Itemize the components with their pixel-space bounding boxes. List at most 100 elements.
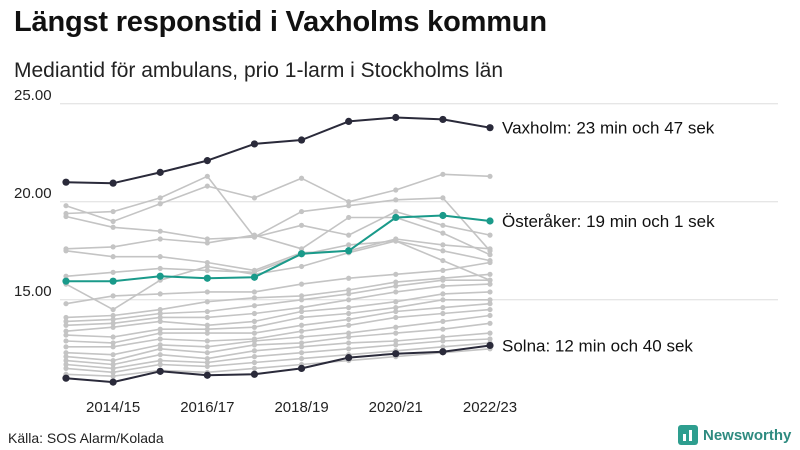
data-point [298, 355, 305, 362]
data-point [439, 348, 447, 356]
data-point [204, 236, 210, 242]
x-tick-label: 2016/17 [180, 399, 234, 416]
data-point [346, 242, 352, 248]
data-point [346, 305, 352, 311]
data-point [392, 113, 400, 122]
data-point [62, 277, 70, 285]
data-point [440, 310, 446, 317]
data-point [345, 354, 353, 362]
data-point [298, 328, 305, 334]
data-point [346, 340, 352, 346]
data-point [157, 236, 163, 242]
data-point [392, 213, 400, 222]
data-point [393, 338, 399, 344]
data-point [204, 326, 210, 332]
data-point [393, 314, 399, 321]
data-point [298, 322, 305, 328]
data-point [487, 312, 493, 319]
data-point [203, 157, 211, 165]
data-point [157, 228, 163, 234]
data-point [346, 214, 352, 221]
data-point [440, 171, 446, 177]
series-line [66, 308, 491, 348]
data-point [204, 173, 210, 179]
data-point [63, 344, 69, 350]
data-point [393, 187, 399, 193]
data-point [298, 208, 305, 215]
data-point [440, 257, 446, 264]
data-point [157, 357, 163, 364]
data-point [251, 295, 258, 301]
data-point [110, 269, 116, 275]
data-point [440, 222, 446, 228]
data-point [204, 314, 210, 321]
data-point [440, 267, 446, 273]
series-line [65, 314, 491, 356]
data-point [63, 314, 69, 321]
data-point [487, 281, 493, 287]
data-point [251, 348, 258, 354]
data-point [486, 124, 494, 132]
data-point [62, 374, 70, 382]
data-point [298, 297, 305, 303]
data-point [204, 259, 210, 266]
data-point [487, 289, 493, 295]
data-point [487, 306, 493, 313]
data-point [393, 238, 399, 244]
data-point [393, 289, 399, 295]
data-point [393, 342, 399, 348]
y-tick-label: 15.00 [14, 283, 52, 300]
gridlines: 15.00 20.00 25.00 [14, 87, 778, 301]
data-point [156, 367, 164, 375]
data-point [297, 136, 306, 144]
data-point [62, 178, 70, 186]
data-point [250, 370, 259, 378]
data-point [157, 195, 163, 201]
data-point [157, 342, 163, 348]
data-point [440, 195, 446, 201]
data-point [63, 357, 69, 364]
data-point [110, 293, 116, 299]
data-point [298, 340, 305, 346]
data-point [157, 318, 163, 324]
data-point [393, 299, 399, 305]
x-tick-label: 2020/21 [369, 399, 423, 416]
data-point [487, 252, 493, 258]
data-point [298, 246, 305, 252]
data-point [204, 299, 210, 305]
data-point [204, 263, 210, 270]
data-point [63, 273, 69, 279]
data-point [63, 361, 69, 368]
data-point [251, 232, 258, 238]
data-point [204, 183, 210, 189]
data-point [110, 334, 116, 340]
data-point [440, 291, 446, 297]
series-line [65, 238, 491, 272]
data-point [63, 350, 69, 356]
data-point [393, 308, 399, 315]
data-point [251, 354, 258, 360]
data-point [204, 363, 210, 370]
data-point [346, 310, 352, 317]
data-point [157, 326, 163, 332]
data-point [439, 211, 447, 220]
data-point [157, 352, 163, 358]
series-line [65, 210, 491, 240]
data-point [63, 322, 69, 328]
data-point [393, 279, 399, 285]
data-point [346, 322, 352, 328]
data-point [393, 208, 399, 215]
data-point [204, 330, 210, 336]
data-point [440, 334, 446, 340]
data-point [345, 117, 353, 126]
data-point [440, 283, 446, 289]
data-point [204, 338, 210, 344]
data-point [297, 250, 306, 258]
series-label: Vaxholm: 23 min och 47 sek [502, 119, 715, 138]
data-point [486, 217, 494, 225]
data-point [250, 273, 259, 281]
bar-chart-icon [678, 425, 698, 445]
series-line [65, 332, 491, 366]
data-point [203, 371, 211, 379]
